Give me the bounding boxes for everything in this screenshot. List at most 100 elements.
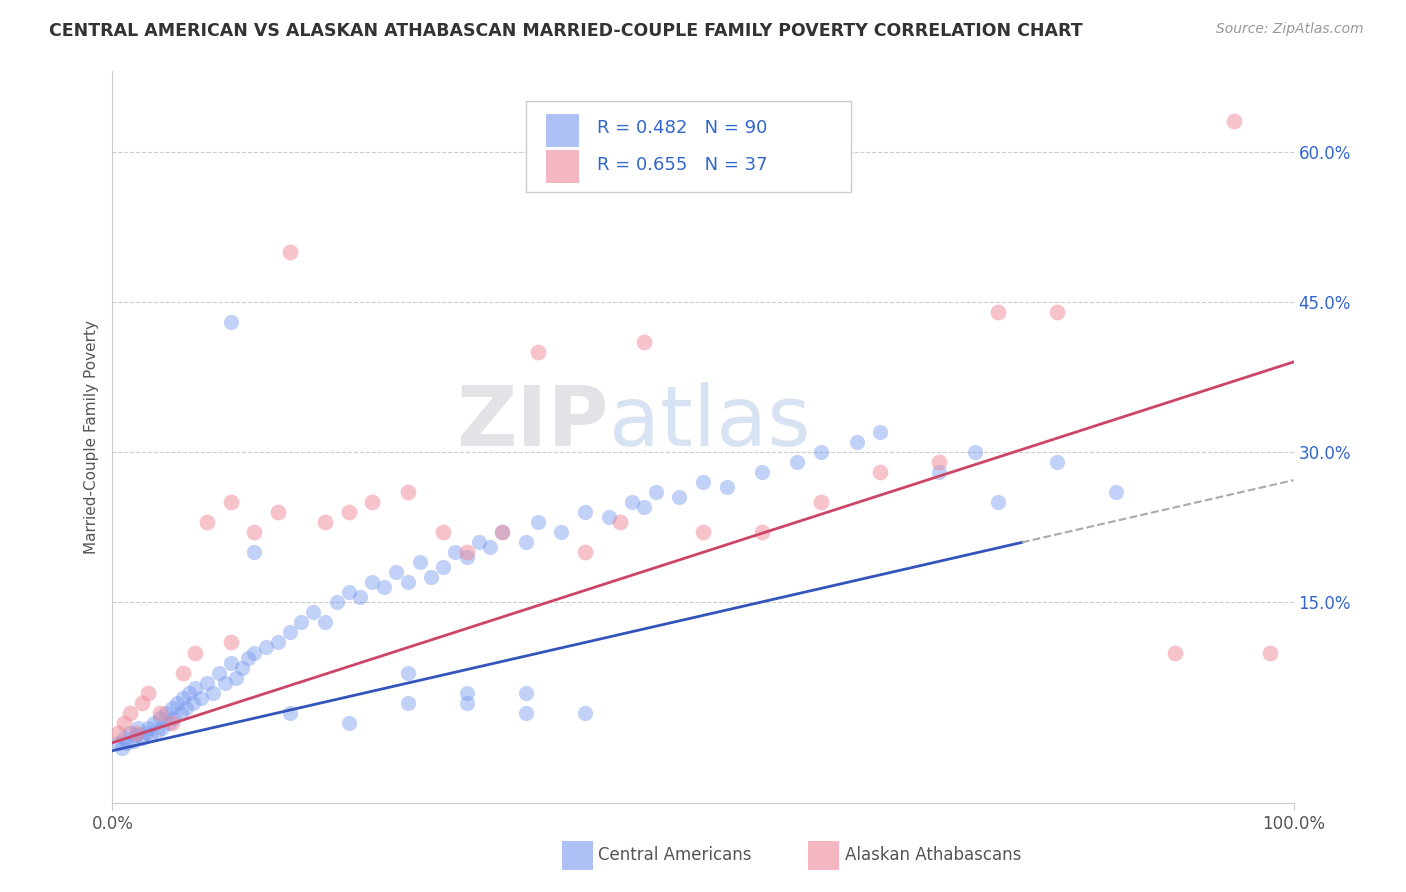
Point — [150, 721, 173, 735]
Point — [385, 566, 408, 580]
Point — [131, 696, 153, 710]
Point — [1046, 455, 1069, 469]
Point — [396, 575, 419, 590]
Point — [120, 725, 142, 739]
Point — [574, 545, 596, 559]
Point — [1105, 485, 1128, 500]
Point — [751, 525, 773, 540]
Point — [184, 646, 207, 660]
Point — [337, 505, 360, 519]
Point — [155, 706, 177, 720]
Point — [515, 685, 537, 699]
Bar — [546, 151, 579, 183]
Point — [139, 728, 162, 742]
Point — [432, 560, 454, 574]
Point — [444, 545, 467, 559]
Point — [621, 495, 644, 509]
Point — [219, 656, 242, 670]
Point — [987, 305, 1010, 319]
Point — [810, 495, 832, 509]
Point — [184, 681, 207, 695]
Point — [267, 635, 290, 649]
Point — [349, 591, 371, 605]
Point — [396, 665, 419, 680]
Text: CENTRAL AMERICAN VS ALASKAN ATHABASCAN MARRIED-COUPLE FAMILY POVERTY CORRELATION: CENTRAL AMERICAN VS ALASKAN ATHABASCAN M… — [49, 22, 1083, 40]
Point — [361, 495, 384, 509]
Point — [869, 425, 891, 439]
Point — [396, 485, 419, 500]
Point — [278, 244, 301, 259]
Point — [963, 445, 986, 459]
Point — [1223, 114, 1246, 128]
Point — [243, 525, 266, 540]
Point — [491, 525, 513, 540]
Point — [633, 500, 655, 515]
Point — [928, 465, 950, 479]
Text: atlas: atlas — [609, 382, 810, 463]
Point — [456, 545, 478, 559]
Point — [174, 700, 197, 714]
Point — [810, 445, 832, 459]
Point — [515, 706, 537, 720]
Point — [491, 525, 513, 540]
Point — [166, 696, 188, 710]
Point — [751, 465, 773, 479]
Point — [243, 646, 266, 660]
Point — [420, 570, 443, 584]
Point — [149, 706, 172, 720]
Point — [373, 580, 395, 594]
Point — [290, 615, 312, 630]
Point — [479, 541, 502, 555]
Text: Central Americans: Central Americans — [598, 847, 751, 864]
Point — [1046, 305, 1069, 319]
Point — [111, 740, 134, 755]
Point — [190, 690, 212, 705]
Point — [131, 731, 153, 745]
Point — [456, 696, 478, 710]
Point — [231, 660, 253, 674]
Point — [668, 490, 690, 504]
Point — [644, 485, 666, 500]
Point — [195, 515, 218, 529]
Point — [692, 525, 714, 540]
Point — [609, 515, 631, 529]
Point — [337, 585, 360, 599]
Text: Source: ZipAtlas.com: Source: ZipAtlas.com — [1216, 22, 1364, 37]
Point — [515, 535, 537, 549]
Point — [574, 505, 596, 519]
Point — [163, 711, 186, 725]
Point — [179, 685, 201, 699]
Point — [716, 480, 738, 494]
Point — [869, 465, 891, 479]
Point — [135, 725, 157, 739]
Point — [1258, 646, 1281, 660]
Point — [598, 510, 620, 524]
Point — [456, 685, 478, 699]
Point — [337, 715, 360, 730]
Text: R = 0.482   N = 90: R = 0.482 N = 90 — [596, 120, 768, 137]
Point — [214, 675, 236, 690]
Point — [396, 696, 419, 710]
Point — [136, 721, 159, 735]
Point — [238, 650, 260, 665]
Point — [225, 671, 247, 685]
Point — [314, 615, 336, 630]
Point — [1164, 646, 1187, 660]
Point — [120, 706, 142, 720]
Point — [219, 495, 242, 509]
Text: Alaskan Athabascans: Alaskan Athabascans — [845, 847, 1021, 864]
Point — [526, 515, 548, 529]
Point — [254, 640, 277, 655]
FancyBboxPatch shape — [526, 101, 851, 192]
Point — [574, 706, 596, 720]
Point — [408, 555, 430, 569]
Text: ZIP: ZIP — [456, 382, 609, 463]
Point — [550, 525, 572, 540]
Point — [125, 728, 148, 742]
Point — [845, 435, 868, 450]
Point — [243, 545, 266, 559]
Point — [195, 675, 218, 690]
Point — [219, 315, 242, 329]
Point — [456, 550, 478, 565]
Point — [928, 455, 950, 469]
